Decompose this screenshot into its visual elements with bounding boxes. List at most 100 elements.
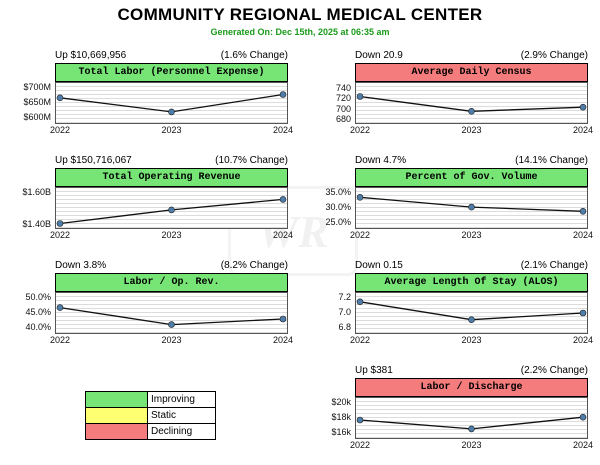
chart-title-bar: Total Labor (Personnel Expense): [55, 63, 288, 82]
legend-swatch-static: [85, 407, 148, 424]
chart-total-labor: Up $10,669,956 (1.6% Change) Total Labor…: [7, 48, 293, 137]
y-tick-label: 45.0%: [25, 307, 51, 317]
x-tick-label: 2024: [572, 440, 594, 450]
x-tick-label: 2022: [49, 230, 71, 240]
percent-change-label: (2.2% Change): [520, 365, 588, 376]
chart-title-bar: Total Operating Revenue: [55, 168, 288, 187]
change-row: Up $381 (2.2% Change): [355, 363, 588, 376]
percent-change-label: (10.7% Change): [215, 155, 288, 166]
x-tick-label: 2022: [349, 440, 371, 450]
data-point: [356, 298, 364, 306]
trend-line-chart: [356, 298, 587, 324]
data-point: [468, 316, 475, 324]
x-tick-label: 2024: [272, 230, 294, 240]
change-label: Down 4.7%: [355, 155, 407, 166]
legend-label: Declining: [147, 423, 216, 440]
y-tick-label: 50.0%: [25, 292, 51, 302]
change-label: Up $150,716,067: [55, 155, 132, 166]
percent-change-label: (8.2% Change): [220, 260, 288, 271]
data-point: [168, 206, 175, 214]
data-point: [279, 315, 287, 323]
y-tick-label: 30.0%: [325, 202, 351, 212]
data-point: [579, 207, 587, 215]
change-label: Up $381: [355, 365, 393, 376]
trend-line-chart: [56, 304, 287, 328]
x-axis-labels: 2022 2023 2024: [50, 230, 293, 242]
x-axis-labels: 2022 2023 2024: [50, 335, 293, 347]
data-point: [579, 413, 587, 421]
data-point: [279, 91, 287, 98]
change-row: Down 4.7% (14.1% Change): [355, 153, 588, 166]
trend-line-chart: [356, 93, 587, 115]
x-axis-labels: 2022 2023 2024: [350, 230, 593, 242]
y-tick-label: 6.8: [338, 322, 351, 332]
trend-line-chart: [356, 194, 587, 215]
y-tick-label: $1.60B: [22, 187, 51, 197]
data-point: [468, 203, 475, 211]
y-tick-label: 700: [335, 104, 351, 114]
x-tick-label: 2022: [49, 335, 71, 345]
x-axis-labels: 2022 2023 2024: [350, 440, 593, 452]
legend-label: Improving: [147, 391, 216, 408]
chart-labor-op-rev: Down 3.8% (8.2% Change) Labor / Op. Rev.…: [7, 258, 293, 347]
page-title: COMMUNITY REGIONAL MEDICAL CENTER: [117, 5, 483, 24]
y-tick-label: $16k: [331, 427, 351, 437]
change-label: Up $10,669,956: [55, 50, 127, 61]
y-tick-label: 680: [335, 114, 351, 124]
chart-labor-discharge: Up $381 (2.2% Change) Labor / Discharge …: [307, 363, 593, 452]
data-point: [168, 321, 175, 328]
trend-line-chart: [56, 91, 287, 116]
trend-line-chart: [356, 413, 587, 433]
data-point: [168, 108, 175, 116]
legend-swatch-declining: [85, 423, 148, 440]
plot-area: [55, 82, 288, 124]
x-axis-labels: 2022 2023 2024: [350, 335, 593, 347]
data-point: [356, 93, 364, 100]
x-tick-label: 2022: [49, 125, 71, 135]
legend-label: Static: [147, 407, 216, 424]
percent-change-label: (14.1% Change): [515, 155, 588, 166]
percent-change-label: (2.9% Change): [520, 50, 588, 61]
y-tick-label: 7.2: [338, 292, 351, 302]
x-tick-label: 2023: [161, 125, 182, 135]
plot-area: [355, 292, 588, 334]
y-axis-labels: $20k $18k $16k: [307, 397, 351, 439]
data-point: [56, 304, 64, 311]
plot-area: [355, 187, 588, 229]
x-tick-label: 2023: [161, 230, 182, 240]
change-row: Up $150,716,067 (10.7% Change): [55, 153, 288, 166]
x-tick-label: 2022: [349, 335, 371, 345]
y-tick-label: $600M: [23, 112, 51, 122]
y-tick-label: $650M: [23, 97, 51, 107]
plot-area: [355, 82, 588, 124]
percent-change-label: (2.1% Change): [520, 260, 588, 271]
y-axis-labels: 740 720 700 680: [307, 82, 351, 124]
generated-timestamp: Generated On: Dec 15th, 2025 at 06:35 am: [210, 27, 390, 37]
x-tick-label: 2023: [461, 440, 482, 450]
y-tick-label: $1.40B: [22, 219, 51, 229]
chart-alos: Down 0.15 (2.1% Change) Average Length O…: [307, 258, 593, 347]
x-axis-labels: 2022 2023 2024: [350, 125, 593, 137]
x-tick-label: 2024: [272, 335, 294, 345]
data-point: [279, 196, 287, 203]
plot-area: [55, 187, 288, 229]
data-point: [356, 416, 364, 424]
y-axis-labels: 35.0% 30.0% 25.0%: [307, 187, 351, 229]
data-point: [579, 309, 587, 317]
data-point: [468, 107, 475, 115]
change-label: Down 20.9: [355, 50, 403, 61]
legend-swatch-improving: [85, 391, 148, 408]
plot-area: [355, 397, 588, 439]
plot-area: [55, 292, 288, 334]
x-tick-label: 2023: [461, 335, 482, 345]
y-tick-label: 720: [335, 93, 351, 103]
data-point: [579, 103, 587, 111]
y-tick-label: 740: [335, 83, 351, 93]
x-tick-label: 2022: [349, 125, 371, 135]
change-row: Down 20.9 (2.9% Change): [355, 48, 588, 61]
change-row: Down 0.15 (2.1% Change): [355, 258, 588, 271]
y-axis-labels: 7.2 7.0 6.8: [307, 292, 351, 334]
legend-row: Static: [85, 407, 216, 424]
data-point: [56, 220, 64, 227]
